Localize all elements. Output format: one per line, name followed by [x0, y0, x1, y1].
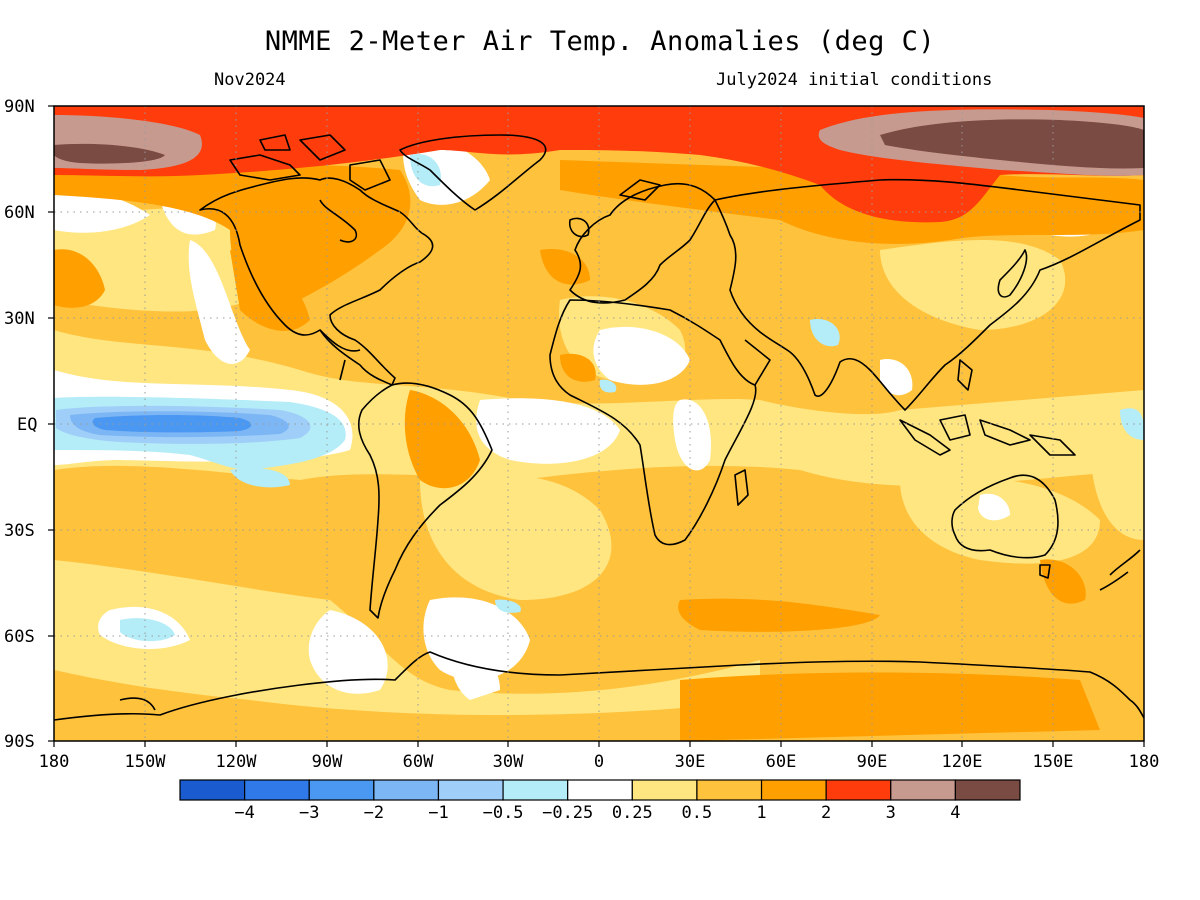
lon-label: 60E: [766, 752, 797, 772]
colorbar-label: 2: [821, 803, 831, 823]
colorbar-label: 3: [886, 803, 896, 823]
colorbar-label: 4: [950, 803, 960, 823]
colorbar-swatch: [308, 779, 375, 801]
latitude-labels: 90N 60N 30N EQ 30S 60S 90S: [4, 97, 37, 752]
lon-label: 120E: [942, 752, 983, 772]
colorbar-label: −3: [299, 803, 319, 823]
colorbar-swatch: [437, 779, 504, 801]
colorbar-swatch: [502, 779, 569, 801]
lat-label: 60N: [4, 203, 35, 223]
lon-label: 120W: [216, 752, 258, 772]
lat-label: 60S: [4, 627, 35, 647]
chart-title: NMME 2-Meter Air Temp. Anomalies (deg C): [264, 26, 936, 57]
colorbar-label: −0.5: [483, 803, 524, 823]
colorbar-labels: −4 −3 −2 −1 −0.5 −0.25 0.25 0.5 1 2 3 4: [234, 803, 960, 823]
lon-label: 90W: [312, 752, 343, 772]
lat-label: 30S: [4, 521, 35, 541]
colorbar-label: 1: [756, 803, 766, 823]
colorbar-label: 0.5: [682, 803, 713, 823]
colorbar-swatch: [954, 779, 1021, 801]
colorbar-label: −2: [364, 803, 384, 823]
colorbar-swatch: [631, 779, 698, 801]
max-anomaly-regions: [54, 119, 1144, 169]
colorbar-label: 0.25: [612, 803, 653, 823]
colorbar-swatch: [244, 779, 310, 801]
colorbar: [179, 779, 1021, 801]
lat-label: 90S: [4, 732, 35, 752]
lon-label: 150W: [125, 752, 167, 772]
lon-label: 0: [594, 752, 604, 772]
colorbar-swatch: [373, 779, 440, 801]
colorbar-swatch: [696, 779, 763, 801]
colorbar-swatch: [567, 779, 633, 801]
lat-label: 30N: [4, 309, 35, 329]
lat-label: EQ: [17, 415, 37, 435]
lon-label: 180: [39, 752, 70, 772]
lon-label: 60W: [403, 752, 434, 772]
colorbar-label: −0.25: [542, 803, 593, 823]
forecast-month: Nov2024: [214, 70, 286, 90]
colorbar-label: −1: [428, 803, 448, 823]
initial-conditions: July2024 initial conditions: [716, 70, 993, 90]
lon-label: 30E: [675, 752, 706, 772]
axis-ticks: [48, 105, 1145, 747]
lat-label: 90N: [4, 97, 35, 117]
anomaly-field: [54, 106, 1144, 741]
colorbar-swatch: [825, 779, 892, 801]
colorbar-label: −4: [234, 803, 254, 823]
colorbar-swatch: [179, 779, 246, 801]
lon-label: 90E: [857, 752, 888, 772]
longitude-labels: 180 150W 120W 90W 60W 30W 0 30E 60E 90E …: [39, 752, 1160, 772]
coastlines: [54, 134, 1144, 721]
lon-label: 180: [1129, 752, 1160, 772]
colorbar-swatch: [890, 779, 956, 801]
lon-label: 150E: [1033, 752, 1074, 772]
lon-label: 30W: [493, 752, 524, 772]
colorbar-swatch: [760, 779, 827, 801]
